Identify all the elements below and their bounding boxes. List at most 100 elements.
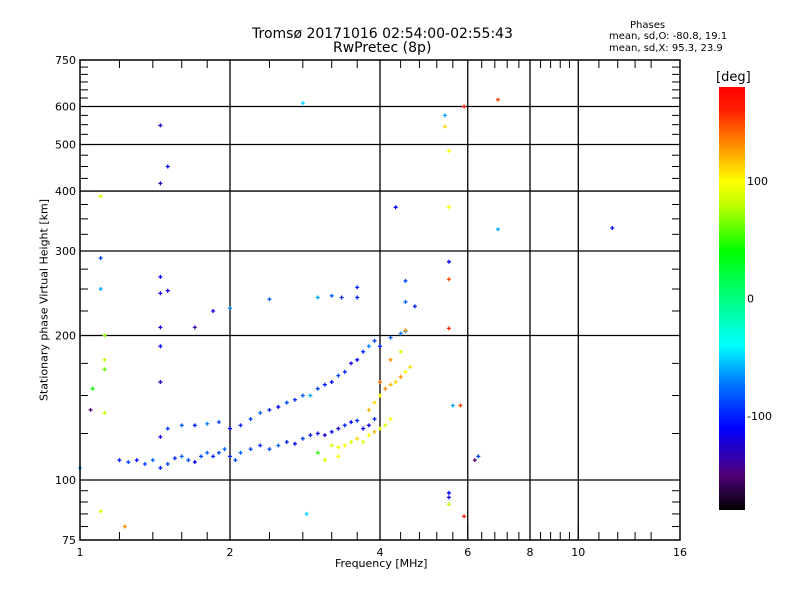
data-point [403,299,408,304]
data-point [458,403,463,408]
data-point [102,333,107,338]
data-point [300,101,305,106]
data-point [336,454,341,459]
data-point [450,403,455,408]
data-point [398,331,403,336]
data-point [98,194,103,199]
y-tick-label: 400 [55,185,76,198]
data-point [205,450,210,455]
data-point [238,423,243,428]
data-point [372,417,377,422]
data-point [476,454,481,459]
chart-title: Tromsø 20171016 02:54:00-02:55:43 [252,26,513,42]
data-point [393,380,398,385]
data-point [446,148,451,153]
data-point [211,308,216,313]
data-point [403,369,408,374]
data-point [378,426,382,431]
data-point [158,291,163,296]
data-point [267,407,272,412]
data-point [322,458,327,463]
data-point [495,97,500,102]
colorbar-tick-label: 0 [747,293,754,306]
x-tick-label: 16 [673,546,687,559]
data-point [300,436,305,441]
data-point [342,423,347,428]
data-point [315,450,320,455]
data-point [88,407,93,412]
data-point [412,304,417,309]
colorbar-tick-label: 100 [747,175,768,188]
data-point [378,393,382,398]
data-point [304,511,309,516]
data-point [267,297,272,302]
data-point [378,380,382,385]
data-point [322,382,327,387]
data-point [172,456,177,461]
plot-frame [79,59,681,541]
data-point [355,357,360,362]
data-point [372,400,377,405]
data-point [142,461,147,466]
data-point [336,373,341,378]
data-point [366,433,371,438]
data-point [284,400,289,405]
data-point [205,421,210,426]
data-point [342,369,347,374]
chart-subtitle: RwPretec (8p) [333,40,432,56]
data-point [98,287,103,292]
x-tick-label: 2 [227,546,234,559]
data-point [336,445,341,450]
data-point [165,461,170,466]
data-point [349,361,354,366]
data-point [342,443,347,448]
colorbar [719,87,745,510]
data-point [284,440,289,445]
data-point [366,423,371,428]
data-point [158,434,163,439]
data-point [361,440,366,445]
data-point [228,426,232,431]
colorbar-label: [deg] [716,70,751,85]
data-point [165,288,170,293]
data-point [378,344,382,349]
data-point [134,458,139,463]
y-tick-label: 500 [55,139,76,152]
data-point [158,344,163,349]
data-point [292,441,297,446]
y-tick-label: 75 [62,534,76,547]
data-point [408,364,413,369]
data-point [292,397,297,402]
data-point [462,514,467,519]
data-point [158,181,163,186]
data-point [238,450,243,455]
data-point [446,490,451,495]
data-point [446,259,451,264]
data-point [398,374,403,379]
data-point [199,454,204,459]
data-point [355,418,360,423]
data-point [336,426,341,431]
data-point [315,431,320,436]
data-point [472,458,477,463]
stats-heading: Phases [630,20,666,31]
data-point [329,429,334,434]
data-point [383,423,388,428]
data-point [366,407,371,412]
data-point [216,420,221,425]
data-point [322,433,327,438]
stats-x-mode: mean, sd,X: 95.3, 23.9 [609,43,723,54]
data-point [192,325,197,330]
data-point [403,278,408,283]
data-point [158,325,163,330]
data-point [228,454,232,459]
data-point [349,420,354,425]
data-point [388,382,393,387]
data-point [233,458,238,463]
data-point [126,460,131,465]
data-point [90,386,95,391]
data-point [610,226,615,231]
y-tick-label: 300 [55,245,76,258]
data-point [150,458,155,463]
